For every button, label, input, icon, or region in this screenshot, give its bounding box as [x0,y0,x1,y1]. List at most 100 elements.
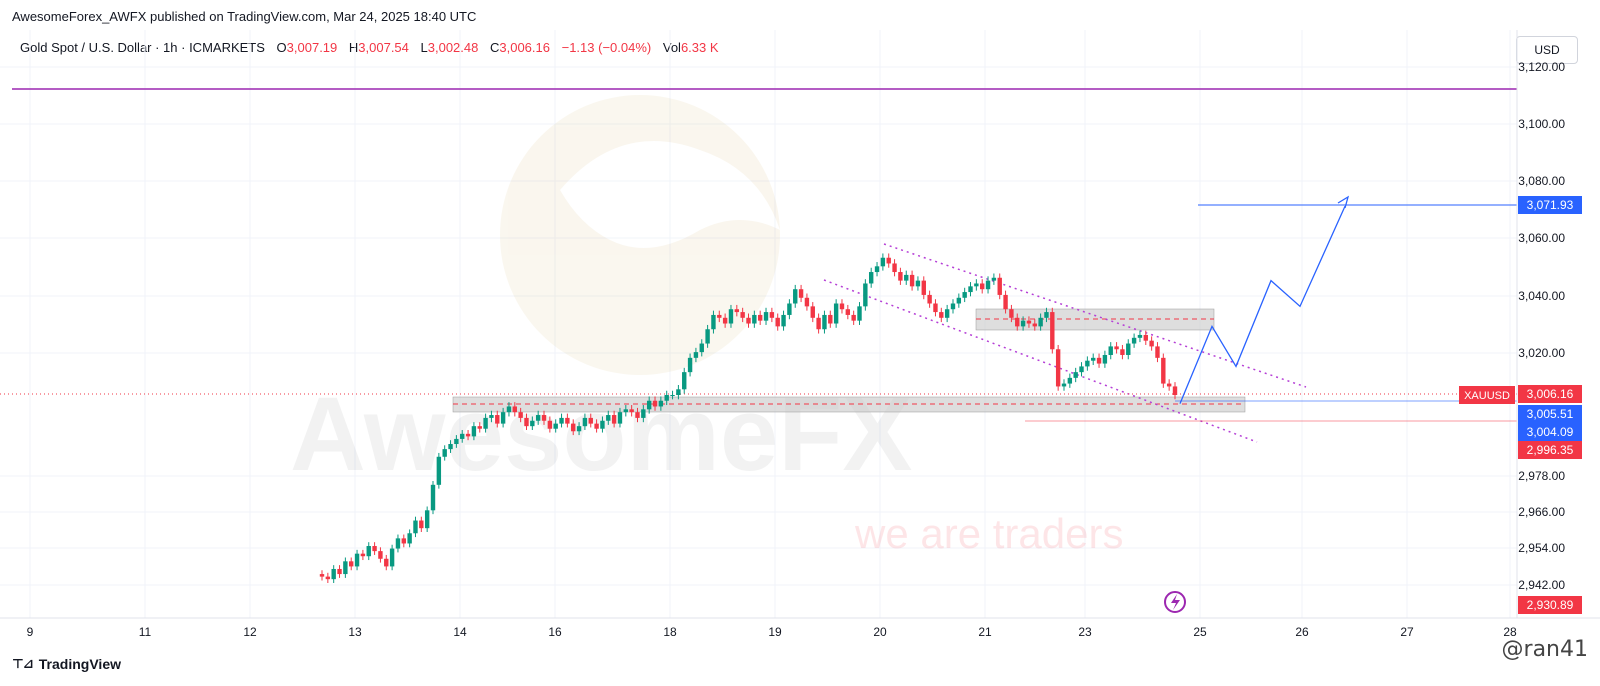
candle-body [670,395,675,397]
price-badge-label: 3,004.09 [1527,425,1574,439]
candle-body [1032,323,1037,327]
time-tick-label: 9 [27,625,34,639]
candle-body [787,303,792,315]
candle-body [319,574,325,577]
candle-body [629,409,634,413]
candle-body [571,423,576,432]
symbol-badge-group: XAUUSD [1459,386,1515,404]
candle-body [646,400,652,410]
price-tick-label: 2,954.00 [1518,541,1565,555]
candle-body [1020,320,1026,327]
candle-body [1126,343,1131,355]
candle-body [413,520,418,534]
chart-grid [0,30,1517,618]
candle-body [874,266,880,273]
candle-body [711,314,716,330]
candle-body [617,412,623,424]
candle-body [1149,340,1154,347]
candle-body [1003,294,1008,310]
candle-body [477,426,482,429]
price-badge-label: 2,930.89 [1527,598,1574,612]
candle-body [740,312,745,318]
candle-body [483,417,488,429]
candle-body [851,314,856,321]
candle-body [372,546,377,552]
candle-body [822,314,827,330]
candle-body [576,426,582,432]
time-tick-label: 16 [548,625,562,639]
close-label: C [489,40,500,55]
candle-body [676,389,681,396]
candle-body [430,484,436,511]
candle-body [471,426,477,437]
price-tick-label: 3,080.00 [1518,174,1565,188]
candle-body [419,520,424,529]
candle-body [337,568,342,575]
tradingview-brand: TradingView [38,656,121,672]
volume-value: 6.33 K [680,40,719,55]
candle-body [1108,346,1113,355]
candle-body [705,329,710,344]
time-tick-label: 13 [348,625,362,639]
candle-body [1044,312,1049,318]
price-badge-label: 3,071.93 [1527,198,1574,212]
candle-body [752,314,757,324]
candle-body [798,289,804,298]
candle-body [804,297,810,307]
candle-body [1172,386,1178,396]
candle-body [354,553,360,567]
candle-body [997,277,1002,295]
candle-body [898,272,903,281]
candle-body [1026,320,1032,324]
candle-body [699,343,704,353]
currency-selector[interactable]: USD [1516,36,1578,64]
price-axis-labels: 3,120.00 3,100.00 3,080.00 3,060.00 3,040.00… [1518,60,1565,592]
candle-body [343,561,348,575]
candle-body [600,420,605,429]
candle-body [541,415,547,421]
candle-body [991,277,997,281]
watermark-logo [500,95,780,375]
candle-body [1055,349,1061,387]
lightning-icon [1164,591,1186,613]
high-value: 3,007.54 [358,40,409,55]
candle-body [904,274,909,281]
price-badge-label: 2,996.35 [1527,443,1574,457]
candle-body [366,546,371,557]
time-tick-label: 26 [1295,625,1309,639]
candle-body [401,538,406,544]
candle-body [950,303,956,310]
candle-body [828,314,833,324]
low-label: L [420,40,428,55]
candle-body [892,263,897,273]
volume-label: Vol [662,40,681,55]
price-chart[interactable]: AwesomeFX we are traders 3,120.00 3,100.0… [0,30,1600,646]
candle-body [635,412,640,418]
candle-body [518,412,523,418]
candle-body [378,551,383,559]
price-tick-label: 2,966.00 [1518,505,1565,519]
price-tick-label: 3,120.00 [1518,60,1565,74]
candle-body [1120,349,1125,355]
channel-upper [883,243,1307,388]
price-tick-label: 3,060.00 [1518,231,1565,245]
candle-body [985,280,991,290]
open-value: 3,007.19 [286,40,338,55]
candle-body [547,420,553,429]
candle-body [933,303,938,313]
candle-body [769,312,775,318]
tradingview-logo[interactable]: ⊤⊿ TradingView [12,656,121,672]
time-tick-label: 14 [453,625,467,639]
candle-body [833,303,839,324]
price-badge-label: 3,005.51 [1527,407,1574,421]
candle-body [793,289,798,304]
price-badge [1518,385,1582,403]
price-badge [1518,596,1582,614]
candle-body [384,558,389,567]
candle-body [939,312,944,318]
candle-body [524,417,529,427]
candle-body [1015,317,1020,327]
candle-body [506,406,512,413]
candle-body [495,415,500,424]
candle-body [968,286,973,293]
